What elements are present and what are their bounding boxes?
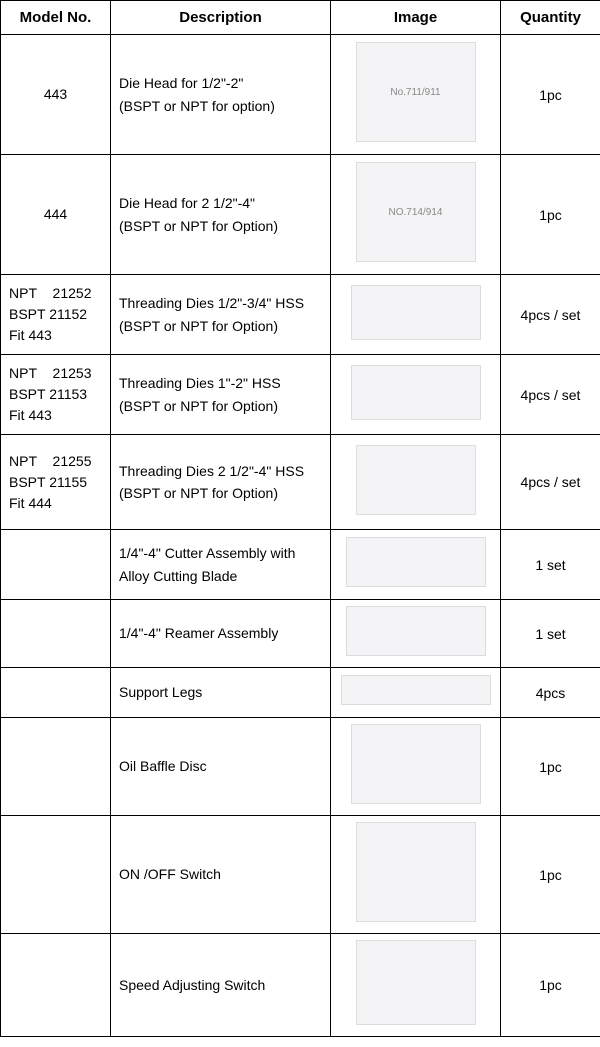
table-row: Speed Adjusting Switch 1pc (1, 934, 600, 1037)
speed-adjusting-switch-image (356, 940, 476, 1025)
threading-dies-1-2-image (351, 365, 481, 420)
cell-quantity: 1pc (501, 934, 600, 1037)
cell-description: Threading Dies 1/2"-3/4" HSS(BSPT or NPT… (111, 275, 331, 355)
cell-model (1, 816, 111, 934)
cell-image (331, 275, 501, 355)
cell-image (331, 355, 501, 435)
table-row: NPT 21253BSPT 21153Fit 443Threading Dies… (1, 355, 600, 435)
cell-description: Speed Adjusting Switch (111, 934, 331, 1037)
cell-quantity: 1pc (501, 718, 600, 816)
oil-baffle-disc-image (351, 724, 481, 804)
cell-quantity: 4pcs / set (501, 435, 600, 530)
threading-dies-1-2-3-4-image (351, 285, 481, 340)
cell-description: 1/4"-4" Cutter Assembly with Alloy Cutti… (111, 530, 331, 600)
cell-quantity: 1 set (501, 530, 600, 600)
cell-image (331, 530, 501, 600)
cell-model: 444 (1, 155, 111, 275)
cell-quantity: 1 set (501, 600, 600, 668)
cell-quantity: 4pcs / set (501, 355, 600, 435)
cell-image (331, 718, 501, 816)
header-row: Model No. Description Image Quantity (1, 1, 600, 35)
cell-description: 1/4"-4" Reamer Assembly (111, 600, 331, 668)
header-quantity: Quantity (501, 1, 600, 35)
cell-model: 443 (1, 35, 111, 155)
table-row: NPT 21252BSPT 21152Fit 443Threading Dies… (1, 275, 600, 355)
on-off-switch-image (356, 822, 476, 922)
cell-image (331, 435, 501, 530)
cell-quantity: 1pc (501, 35, 600, 155)
cell-image (331, 816, 501, 934)
cell-description: ON /OFF Switch (111, 816, 331, 934)
cell-quantity: 1pc (501, 155, 600, 275)
table-row: Support Legs 4pcs (1, 668, 600, 718)
cell-image (331, 934, 501, 1037)
cell-model: NPT 21252BSPT 21152Fit 443 (1, 275, 111, 355)
cell-model (1, 668, 111, 718)
table-row: 1/4"-4" Reamer Assembly 1 set (1, 600, 600, 668)
table-row: 444Die Head for 2 1/2"-4"(BSPT or NPT fo… (1, 155, 600, 275)
die-head-2-1-2-to-4-image: NO.714/914 (356, 162, 476, 262)
cell-image: NO.714/914 (331, 155, 501, 275)
cell-model: NPT 21253BSPT 21153Fit 443 (1, 355, 111, 435)
cell-description: Threading Dies 2 1/2"-4" HSS(BSPT or NPT… (111, 435, 331, 530)
parts-table: Model No. Description Image Quantity 443… (0, 0, 600, 1037)
table-body: 443Die Head for 1/2"-2"(BSPT or NPT for … (1, 35, 600, 1037)
cell-description: Threading Dies 1"-2" HSS(BSPT or NPT for… (111, 355, 331, 435)
cell-description: Oil Baffle Disc (111, 718, 331, 816)
table-row: NPT 21255BSPT 21155Fit 444Threading Dies… (1, 435, 600, 530)
cell-model: NPT 21255BSPT 21155Fit 444 (1, 435, 111, 530)
table-row: Oil Baffle Disc 1pc (1, 718, 600, 816)
cell-image (331, 600, 501, 668)
cell-model (1, 718, 111, 816)
cell-description: Support Legs (111, 668, 331, 718)
cell-quantity: 4pcs / set (501, 275, 600, 355)
reamer-assembly-image (346, 606, 486, 656)
table-row: ON /OFF Switch 1pc (1, 816, 600, 934)
cell-image (331, 668, 501, 718)
header-model: Model No. (1, 1, 111, 35)
support-legs-image (341, 675, 491, 705)
header-description: Description (111, 1, 331, 35)
cell-model (1, 934, 111, 1037)
threading-dies-2-1-2-4-image (356, 445, 476, 515)
die-head-1-2-to-2-image: No.711/911 (356, 42, 476, 142)
cutter-assembly-image (346, 537, 486, 587)
cell-description: Die Head for 1/2"-2"(BSPT or NPT for opt… (111, 35, 331, 155)
header-image: Image (331, 1, 501, 35)
table-row: 443Die Head for 1/2"-2"(BSPT or NPT for … (1, 35, 600, 155)
cell-model (1, 530, 111, 600)
cell-description: Die Head for 2 1/2"-4"(BSPT or NPT for O… (111, 155, 331, 275)
cell-quantity: 4pcs (501, 668, 600, 718)
cell-quantity: 1pc (501, 816, 600, 934)
cell-model (1, 600, 111, 668)
cell-image: No.711/911 (331, 35, 501, 155)
table-row: 1/4"-4" Cutter Assembly with Alloy Cutti… (1, 530, 600, 600)
